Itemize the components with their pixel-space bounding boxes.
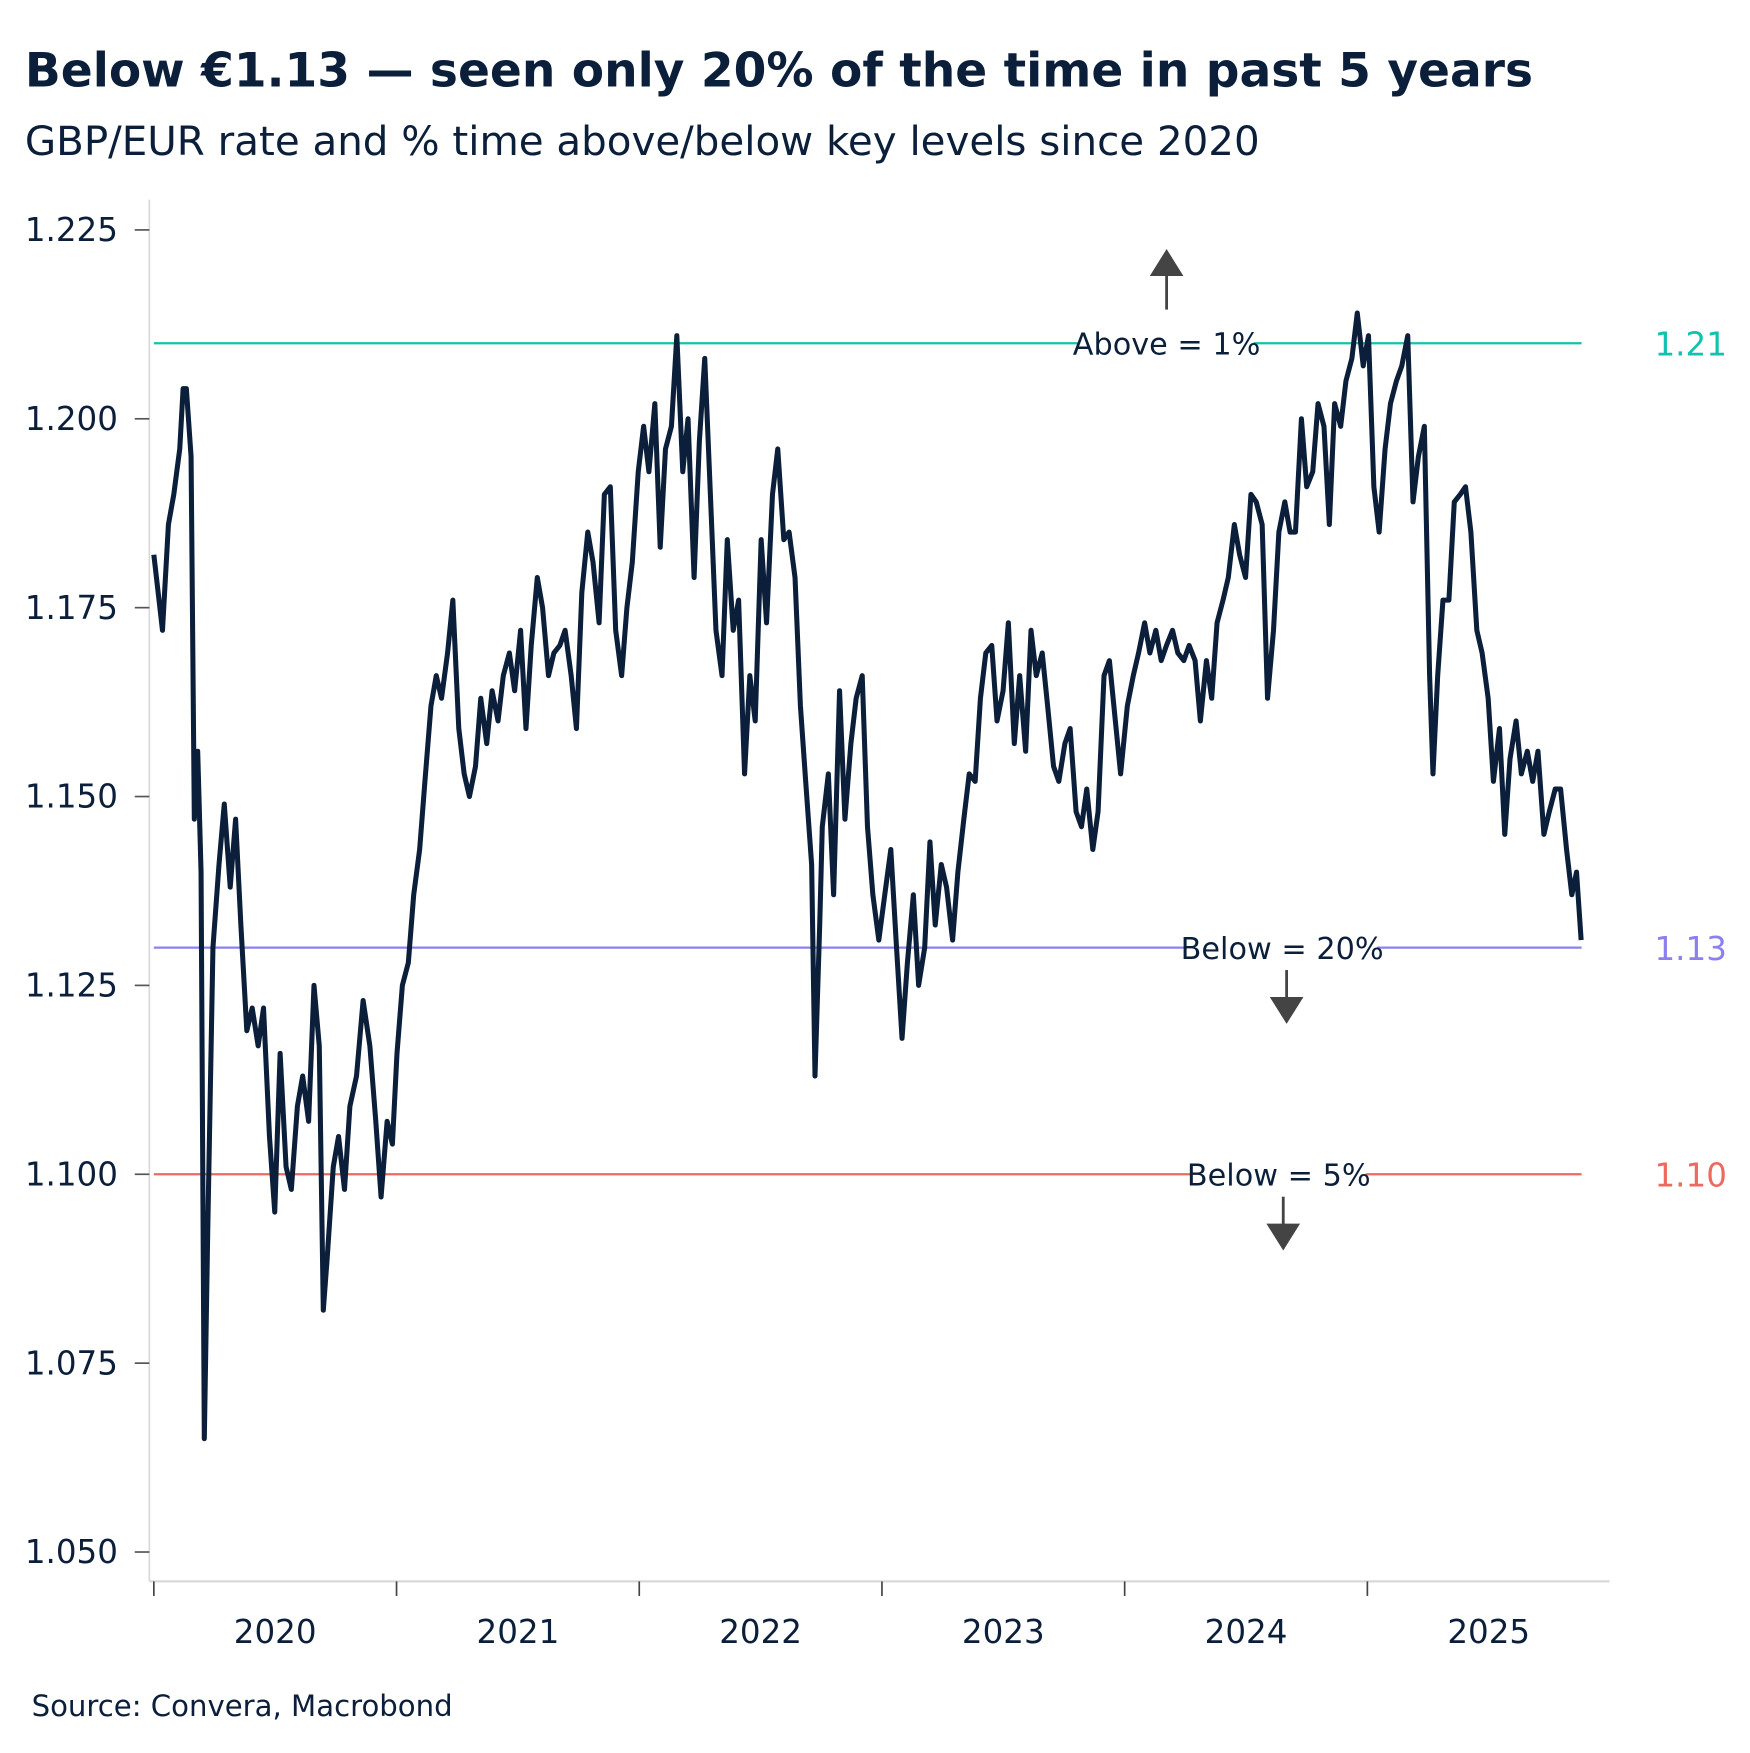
x-tick-label: 2020 xyxy=(234,1613,317,1651)
annotation-background xyxy=(1191,1151,1366,1197)
x-tick-label: 2025 xyxy=(1447,1613,1530,1651)
chart-title: Below €1.13 — seen only 20% of the time … xyxy=(25,43,1533,98)
reference-lines: Above = 1% 1.21 Below = 20% 1.13 Below = 5% 1… xyxy=(153,249,1727,1251)
reference-line-1.21: Above = 1% 1.21 xyxy=(153,249,1727,366)
y-tick-label: 1.225 xyxy=(25,211,118,249)
y-axis-ticks: 1.050 1.075 1.100 1.125 1.150 1.175 1.200 1.225 xyxy=(25,211,150,1571)
level-annotation: Above = 1% xyxy=(1073,327,1261,362)
y-tick-label: 1.125 xyxy=(25,967,118,1005)
y-tick-label: 1.200 xyxy=(25,400,118,438)
annotation-background xyxy=(1187,925,1378,971)
gbp-eur-series-line xyxy=(151,310,1584,1442)
reference-line-1.10: Below = 5% 1.10 xyxy=(153,1151,1727,1251)
arrow-up-icon xyxy=(1149,249,1184,276)
x-tick-label: 2021 xyxy=(477,1613,560,1651)
x-tick-label: 2024 xyxy=(1205,1613,1288,1651)
level-value-label: 1.21 xyxy=(1654,326,1726,364)
reference-line-1.13: Below = 20% 1.13 xyxy=(153,925,1727,1024)
chart-subtitle: GBP/EUR rate and % time above/below key … xyxy=(25,118,1260,165)
source-note: Source: Convera, Macrobond xyxy=(32,1689,453,1723)
y-tick-label: 1.050 xyxy=(25,1533,118,1571)
level-annotation: Below = 20% xyxy=(1181,932,1384,967)
annotation-background xyxy=(1079,320,1254,366)
y-tick-label: 1.075 xyxy=(25,1344,118,1382)
level-annotation: Below = 5% xyxy=(1187,1158,1371,1193)
arrow-down-icon xyxy=(1266,1223,1301,1251)
x-axis-ticks: 2020 2021 2022 2023 2024 2025 xyxy=(152,1581,1530,1651)
y-tick-label: 1.100 xyxy=(25,1155,118,1193)
arrow-down-icon xyxy=(1269,996,1304,1024)
x-tick-label: 2022 xyxy=(719,1613,802,1651)
y-tick-label: 1.175 xyxy=(25,589,118,627)
level-value-label: 1.13 xyxy=(1654,930,1726,968)
x-tick-label: 2023 xyxy=(962,1613,1045,1651)
y-tick-label: 1.150 xyxy=(25,778,118,816)
level-value-label: 1.10 xyxy=(1654,1157,1726,1195)
